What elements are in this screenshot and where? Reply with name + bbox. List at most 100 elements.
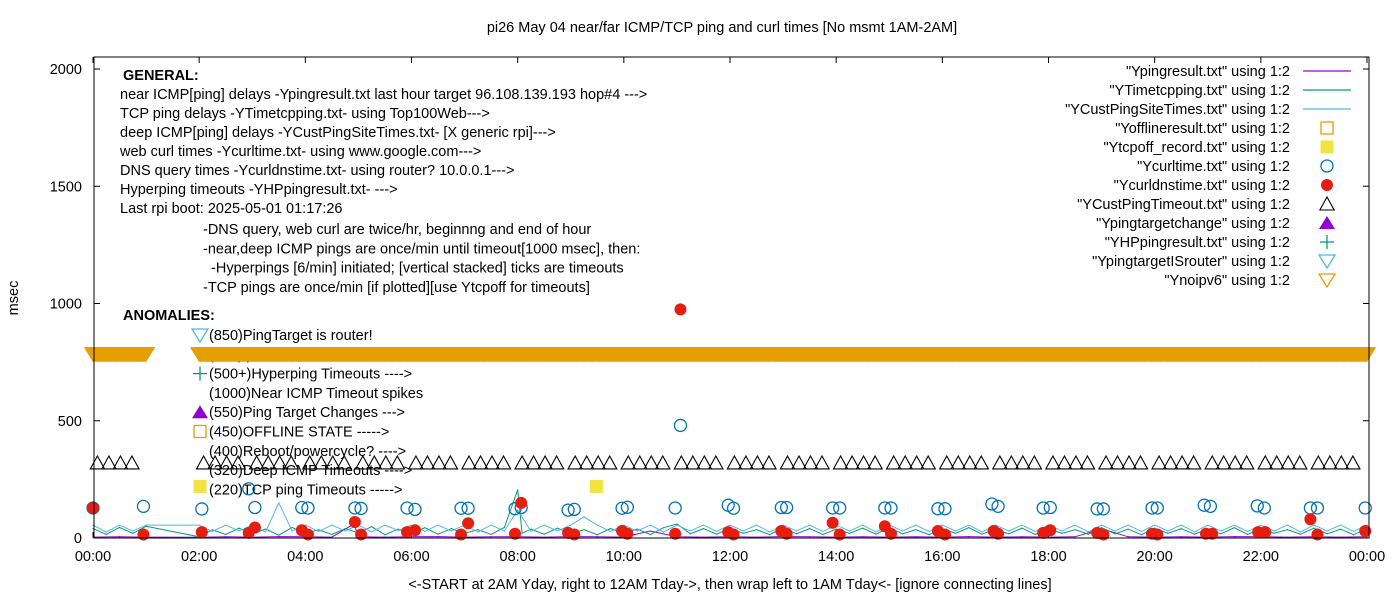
line-point xyxy=(1140,530,1142,533)
line-point xyxy=(437,533,439,535)
data-point xyxy=(620,500,635,514)
y-tick-label: 0 xyxy=(74,531,82,547)
data-point xyxy=(1120,454,1138,470)
general-line: deep ICMP[ping] delays -YCustPingSiteTim… xyxy=(120,125,556,141)
data-point xyxy=(195,454,212,470)
data-point xyxy=(884,501,898,515)
data-point xyxy=(260,454,277,470)
anomaly-line: (500+)Hyperping Timeouts ----> xyxy=(209,367,412,383)
data-point xyxy=(515,496,528,509)
line-point xyxy=(848,532,851,534)
data-point xyxy=(537,454,554,470)
data-point xyxy=(283,454,300,470)
data-point xyxy=(620,454,637,470)
line-point xyxy=(1008,533,1010,535)
data-point xyxy=(460,454,478,470)
data-point xyxy=(301,528,314,541)
data-point xyxy=(137,528,150,541)
legend-open-square-icon xyxy=(1320,121,1334,135)
line-point xyxy=(968,524,970,526)
data-point xyxy=(1079,454,1096,470)
data-point xyxy=(668,501,682,515)
line-point xyxy=(835,528,837,530)
x-tick-label: 00:00 xyxy=(1349,549,1385,565)
line-point xyxy=(318,529,320,531)
line-point xyxy=(875,531,877,533)
data-point xyxy=(1238,454,1255,470)
line-point xyxy=(118,524,121,526)
data-point xyxy=(1311,528,1324,541)
data-point xyxy=(112,454,129,470)
legend-label: "Ycurldnstime.txt" using 1:2 xyxy=(1114,178,1290,194)
line-point xyxy=(1286,536,1288,538)
data-point xyxy=(409,524,422,537)
line-point xyxy=(211,530,214,533)
line-point xyxy=(755,528,758,531)
line-point xyxy=(981,533,983,535)
legend-label: "Yofflineresult.txt" using 1:2 xyxy=(1115,121,1290,137)
line-point xyxy=(1100,524,1103,526)
y-tick-label: 2000 xyxy=(50,62,82,78)
legend-filled-circle-icon xyxy=(1321,179,1333,191)
x-tick-label: 20:00 xyxy=(1137,549,1173,565)
data-point xyxy=(1044,524,1057,537)
line-point xyxy=(689,530,691,532)
general-line: Hyperping timeouts -YHPpingresult.txt- -… xyxy=(120,182,398,198)
line-point xyxy=(105,531,107,533)
series-line xyxy=(92,501,1368,533)
data-point xyxy=(991,499,1005,513)
data-point xyxy=(589,479,603,493)
data-point xyxy=(1227,454,1244,470)
line-point xyxy=(955,532,957,534)
data-point xyxy=(631,454,648,470)
line-point xyxy=(915,536,917,538)
data-point xyxy=(295,500,309,515)
series-7 xyxy=(83,347,1377,363)
line-point xyxy=(105,533,107,536)
line-point xyxy=(225,533,227,536)
line-point xyxy=(862,524,864,526)
line-point xyxy=(1180,528,1182,530)
line-point xyxy=(1180,524,1182,526)
data-point xyxy=(509,527,522,540)
line-point xyxy=(1207,524,1209,526)
anomaly-marker-plus-icon xyxy=(193,366,207,381)
line-point xyxy=(1114,530,1116,532)
line-point xyxy=(742,532,744,534)
data-point xyxy=(354,454,371,470)
line-point xyxy=(198,524,200,526)
line-point xyxy=(92,524,94,526)
data-point xyxy=(961,454,978,470)
data-point xyxy=(1003,454,1020,470)
data-point xyxy=(271,454,288,470)
line-point xyxy=(1127,524,1129,526)
data-point xyxy=(313,454,330,470)
line-point xyxy=(225,536,227,538)
line-point xyxy=(928,530,930,533)
line-point xyxy=(716,533,718,535)
data-point xyxy=(908,454,925,470)
x-tick-label: 12:00 xyxy=(712,549,748,565)
line-point xyxy=(702,528,705,530)
data-point xyxy=(673,454,690,470)
legend: "Ypingresult.txt" using 1:2 "YTimetcpping… xyxy=(1065,64,1351,289)
line-point xyxy=(1353,534,1355,536)
line-point xyxy=(1154,524,1156,526)
line-point xyxy=(397,528,399,530)
data-point xyxy=(568,528,581,541)
line-point xyxy=(384,536,386,538)
general-line: near ICMP[ping] delays -Ypingresult.txt … xyxy=(120,87,647,103)
anomaly-line: (850)PingTarget is router! xyxy=(209,328,373,344)
line-point xyxy=(1034,530,1036,533)
line-point xyxy=(145,525,147,527)
line-point xyxy=(1246,530,1249,533)
data-point xyxy=(802,454,819,470)
line-point xyxy=(384,524,386,526)
line-point xyxy=(862,527,864,529)
general-note: -Hyperpings [6/min] initiated; [vertical… xyxy=(203,261,624,277)
line-point xyxy=(344,530,346,532)
data-point xyxy=(1359,524,1372,537)
line-point xyxy=(1074,528,1076,531)
data-point xyxy=(1268,454,1285,470)
data-point xyxy=(737,454,755,470)
